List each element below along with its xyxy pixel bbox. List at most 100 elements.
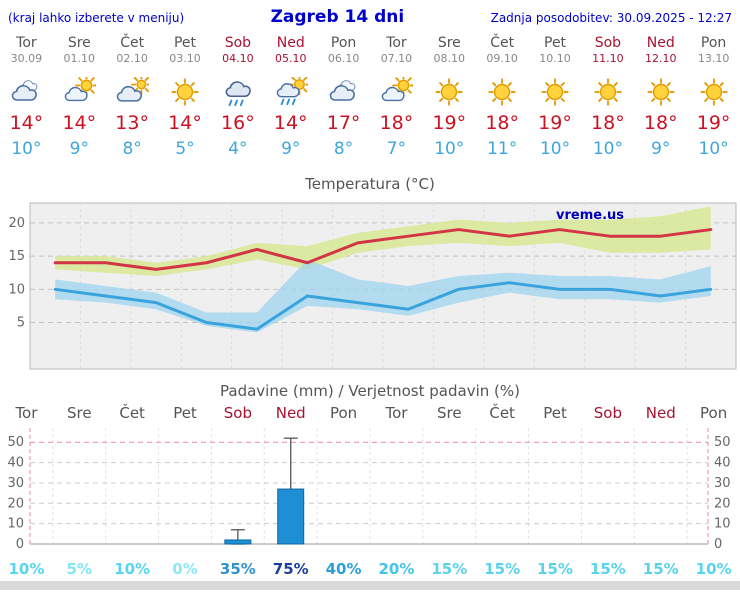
day-column[interactable]: Pet 03.10 14° 5° (159, 35, 212, 159)
svg-text:15: 15 (8, 249, 25, 264)
precip-day-label: Sre (66, 404, 92, 422)
precip-day-label: Pon (329, 404, 358, 422)
svg-text:5: 5 (17, 316, 25, 331)
day-temp-max: 14° (168, 112, 202, 134)
location-hint: (kraj lahko izberete v meniju) (8, 11, 185, 25)
precip-day-label: Pet (543, 404, 567, 422)
day-column[interactable]: Čet 09.10 18° 11° (476, 35, 529, 159)
day-temp-max: 18° (643, 112, 678, 134)
day-name: Ned (646, 35, 675, 51)
day-column[interactable]: Ned 05.10 14° 9° (264, 35, 317, 159)
precip-probability: 40% (325, 560, 362, 578)
day-name: Čet (120, 35, 145, 51)
precip-day-label: Tor (15, 404, 38, 422)
precip-day-label: Pet (173, 404, 197, 422)
precip-probability: 10% (695, 560, 732, 578)
day-date: 07.10 (380, 52, 413, 65)
precip-day-label: Pon (700, 404, 728, 422)
day-temp-max: 18° (379, 112, 414, 134)
svg-text:10: 10 (8, 282, 25, 297)
svg-text:0: 0 (16, 537, 24, 552)
day-column[interactable]: Pon 13.10 19° 10° (687, 35, 740, 159)
precip-day-label: Čet (119, 404, 145, 422)
temperature-chart: 5 10 15 20 vreme.us (8, 202, 737, 370)
day-date: 13.10 (697, 52, 730, 65)
precip-day-label: Ned (645, 404, 676, 422)
temperature-chart-title: Temperatura (°C) (305, 175, 435, 193)
day-date: 30.09 (10, 52, 43, 65)
svg-text:20: 20 (8, 216, 25, 231)
precip-probability: 0% (172, 560, 198, 578)
day-temp-max: 19° (432, 112, 467, 134)
day-temp-max: 14° (62, 112, 97, 134)
last-update: Zadnja posodobitev: 30.09.2025 - 12:27 (490, 11, 732, 25)
day-date: 05.10 (274, 52, 307, 65)
day-temp-min: 8° (333, 139, 354, 159)
precip-day-label: Tor (385, 404, 408, 422)
svg-text:20: 20 (7, 496, 24, 511)
day-temp-min: 10° (539, 139, 571, 159)
day-name: Sre (437, 35, 461, 51)
precip-probability: 10% (114, 560, 151, 578)
day-temp-max: 18° (591, 112, 625, 134)
day-temp-max: 18° (485, 112, 519, 134)
day-date: 03.10 (169, 52, 201, 65)
day-column[interactable]: Tor 30.09 14° 10° (0, 35, 53, 159)
day-column[interactable]: Pon 06.10 17° 8° (317, 35, 370, 159)
page-title: Zagreb 14 dni (270, 7, 405, 27)
sunny-icon (644, 77, 678, 107)
day-date: 04.10 (222, 52, 254, 65)
day-name: Tor (16, 35, 37, 51)
partly-icon (379, 74, 416, 107)
svg-text:0: 0 (714, 537, 722, 552)
day-temp-min: 10° (698, 139, 729, 159)
day-column[interactable]: Ned 12.10 18° 9° (634, 35, 687, 159)
precipitation-bar (224, 539, 252, 545)
precipitation-day-labels: Tor Sre Čet Pet Sob Ned Pon Tor Sre Čet Pet Sob Ned P… (0, 404, 740, 422)
precip-probability: 10% (8, 560, 45, 578)
svg-text:30: 30 (7, 476, 24, 491)
day-column[interactable]: Tor 07.10 18° 7° (370, 35, 423, 159)
footer-bar (0, 581, 740, 590)
sunny-icon (538, 77, 572, 107)
precip-day-label: Čet (489, 404, 515, 422)
day-name: Sre (67, 35, 91, 51)
precip-day-label: Sob (593, 404, 622, 422)
watermark: vreme.us (556, 208, 624, 223)
sunny-icon (591, 77, 625, 107)
day-name: Tor (386, 35, 407, 51)
sunny-icon (432, 77, 466, 107)
day-date: 08.10 (433, 52, 466, 65)
sunny-icon (485, 77, 519, 107)
svg-text:50: 50 (714, 435, 731, 450)
precip-probability: 15% (484, 560, 521, 578)
day-temp-max: 19° (696, 112, 731, 134)
day-name: Čet (490, 35, 515, 51)
precipitation-probability-row: 10% 5% 10% 0% 35% 75% 40% 20% 15% 15% 15% 15% 15% 10% (0, 560, 740, 578)
day-temp-max: 19° (538, 112, 572, 134)
precip-probability: 15% (589, 560, 626, 578)
day-temp-min: 8° (122, 139, 142, 159)
topbar: (kraj lahko izberete v meniju) Zagreb 14… (0, 0, 740, 27)
day-temp-max: 13° (115, 112, 149, 134)
day-column[interactable]: Čet 02.10 13° 8° (106, 35, 159, 159)
precip-probability: 75% (272, 560, 309, 578)
day-date: 01.10 (63, 52, 96, 65)
day-temp-min: 9° (69, 139, 89, 159)
sunny-icon (697, 77, 731, 107)
mostly-cloudy-icon (115, 74, 152, 107)
day-temp-max: 16° (221, 112, 255, 134)
day-column[interactable]: Sre 01.10 14° 9° (53, 35, 106, 159)
day-column[interactable]: Sre 08.10 19° 10° (423, 35, 476, 159)
sun-rain-icon (274, 73, 310, 107)
day-column[interactable]: Pet 10.10 19° 10° (529, 35, 582, 159)
cloudy-icon (327, 77, 361, 107)
day-column[interactable]: Sob 11.10 18° 10° (581, 35, 634, 159)
day-column[interactable]: Sob 04.10 16° 4° (211, 35, 264, 159)
day-name: Sob (594, 35, 622, 51)
svg-text:40: 40 (7, 456, 24, 471)
day-temp-max: 14° (9, 112, 44, 134)
cloudy-icon (9, 77, 43, 107)
svg-text:30: 30 (714, 476, 731, 491)
precip-probability: 35% (219, 560, 256, 578)
